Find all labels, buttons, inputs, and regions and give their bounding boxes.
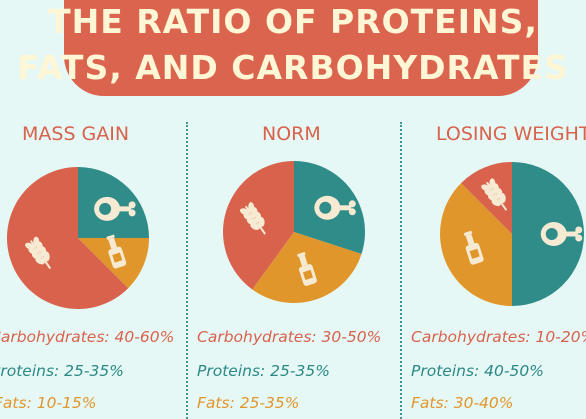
mass-gain-fats-text: Fats: 10-15% xyxy=(0,394,97,412)
pie-losing-weight xyxy=(440,162,584,306)
losing-weight-fats-text: Fats: 30-40% xyxy=(411,394,514,412)
meat-icon xyxy=(540,222,583,246)
pie-mass-gain xyxy=(6,167,149,309)
oil-bottle-icon xyxy=(106,234,127,269)
pie-slice-carbohydrates xyxy=(6,167,129,309)
title-banner xyxy=(64,0,538,96)
pie-slice-carbohydrates xyxy=(461,162,512,234)
mass-gain-carbs-text: Carbohydrates: 40-60% xyxy=(0,328,175,346)
norm-fats-text: Fats: 25-35% xyxy=(197,394,300,412)
meat-icon xyxy=(94,196,136,221)
oil-bottle-icon xyxy=(297,251,317,286)
heading-mass-gain: MASS GAIN xyxy=(22,123,130,145)
column-divider-1 xyxy=(186,122,188,419)
wheat-icon xyxy=(25,236,52,270)
column-divider-2 xyxy=(400,122,402,419)
oil-bottle-icon xyxy=(463,230,484,265)
title-line-2: FATS, AND CARBOHYDRATES xyxy=(17,48,569,87)
norm-proteins-text: Proteins: 25-35% xyxy=(197,362,330,380)
heading-norm: NORM xyxy=(262,123,321,145)
title-line-1: THE RATIO OF PROTEINS, xyxy=(48,2,538,41)
heading-losing-weight: LOSING WEIGHT xyxy=(436,123,586,145)
mass-gain-proteins-text: Proteins: 25-35% xyxy=(0,362,124,380)
pie-norm xyxy=(222,161,366,304)
norm-carbs-text: Carbohydrates: 30-50% xyxy=(197,328,382,346)
wheat-icon xyxy=(481,178,508,211)
meat-icon xyxy=(314,195,356,220)
losing-weight-proteins-text: Proteins: 40-50% xyxy=(411,362,544,380)
wheat-icon xyxy=(239,202,266,235)
losing-weight-carbs-text: Carbohydrates: 10-20% xyxy=(411,328,586,346)
